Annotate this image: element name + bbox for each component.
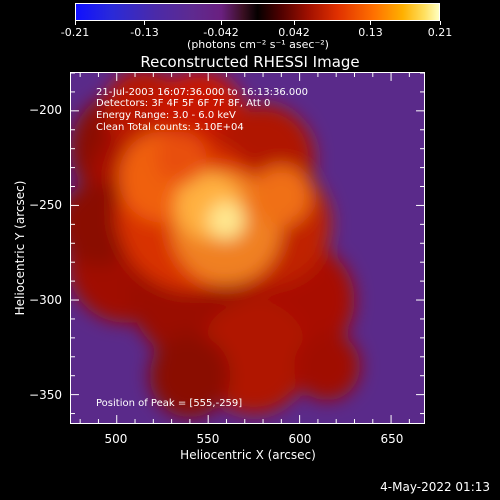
heatmap-plot — [70, 72, 425, 424]
timestamp: 4-May-2022 01:13 — [380, 480, 490, 494]
emission-blob — [149, 334, 231, 418]
peak-position-label: Position of Peak = [555,-259] — [96, 398, 243, 409]
annotation-energy-range: Energy Range: 3.0 - 6.0 keV — [96, 110, 236, 121]
y-tick-label: −250 — [29, 198, 62, 213]
colorbar-tick — [220, 21, 222, 25]
y-tick-label: −300 — [29, 293, 62, 308]
x-axis-label: Heliocentric X (arcsec) — [180, 448, 316, 462]
x-tick-label: 500 — [104, 432, 128, 446]
colorbar-tick — [144, 21, 146, 25]
emission-blob — [155, 131, 207, 185]
colorbar-tick — [369, 21, 371, 25]
colorbar-tick-label: -0.21 — [60, 26, 90, 39]
colorbar — [75, 3, 440, 21]
y-axis-label: Heliocentric Y (arcsec) — [13, 180, 27, 316]
annotation-detectors: Detectors: 3F 4F 5F 6F 7F 8F, Att 0 — [96, 98, 271, 109]
annotation-total-counts: Clean Total counts: 3.10E+04 — [96, 122, 244, 133]
chart-title: Reconstructed RHESSI Image — [140, 53, 360, 71]
colorbar-tick-label: 0.21 — [427, 26, 453, 39]
colorbar-tick-label: 0.13 — [358, 26, 383, 39]
annotation-time-range: 21-Jul-2003 16:07:36.000 to 16:13:36.000 — [96, 87, 308, 98]
colorbar-tick — [293, 21, 295, 25]
colorbar-units: (photons cm⁻² s⁻¹ asec⁻²) — [187, 38, 329, 51]
y-tick-label: −200 — [29, 103, 62, 118]
colorbar-tick-label: 0.042 — [278, 26, 310, 39]
x-tick-label: 600 — [288, 432, 312, 446]
x-tick-label: 650 — [380, 432, 404, 446]
colorbar-tick — [439, 21, 441, 25]
emission-blob — [294, 332, 360, 401]
colorbar-tick-label: -0.042 — [203, 26, 239, 39]
emission-blob — [252, 165, 311, 227]
y-tick-label: −350 — [29, 388, 62, 403]
colorbar-tick — [74, 21, 76, 25]
colorbar-tick-label: -0.13 — [130, 26, 159, 39]
emission-blob — [208, 201, 245, 240]
x-tick-label: 550 — [196, 432, 220, 446]
